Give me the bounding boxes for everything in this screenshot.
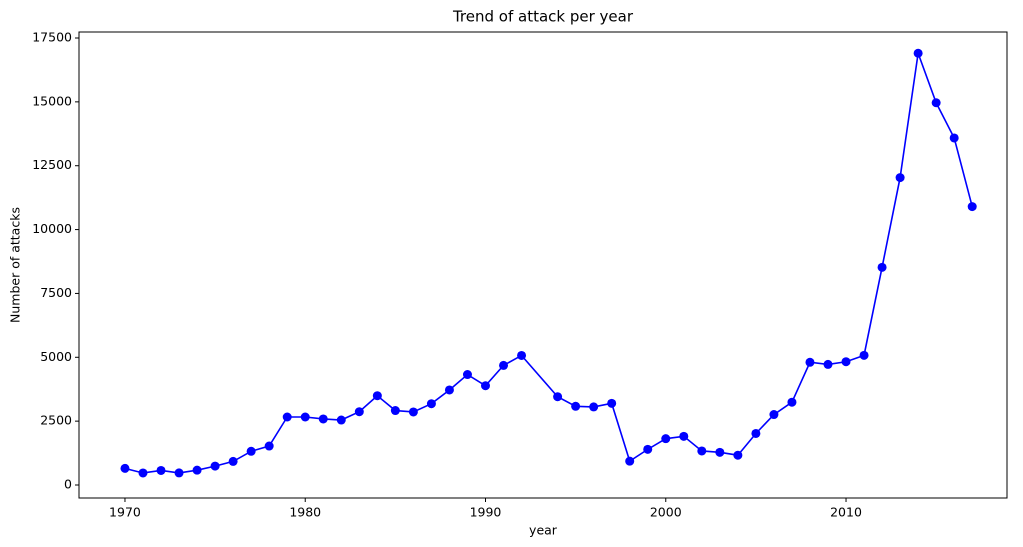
point [859,350,869,360]
axes-frame [78,31,1008,499]
point [408,407,418,417]
point [823,359,833,369]
x-tick-label: 2010 [830,505,862,520]
point [318,414,328,424]
point [462,370,472,380]
point [138,468,148,478]
point [174,468,184,478]
y-tick-label: 12500 [32,157,72,172]
point [643,444,653,454]
point [336,415,346,425]
point [967,202,977,212]
y-axis-label: Number of attacks [8,207,23,323]
y-tick-label: 2500 [40,413,72,428]
point [444,385,454,395]
point [426,399,436,409]
line [124,52,973,474]
point [120,463,130,473]
y-tick-label: 5000 [40,349,72,364]
point [354,407,364,417]
point [679,431,689,441]
point [246,446,256,456]
point [607,398,617,408]
point [931,98,941,108]
point [264,441,274,451]
x-tick-label: 1970 [109,505,141,520]
point [517,350,527,360]
point [733,450,743,460]
point [156,465,166,475]
y-tick-label: 15000 [32,93,72,108]
point [787,397,797,407]
point [390,406,400,416]
point [841,357,851,367]
x-tick-label: 1990 [470,505,502,520]
x-tick-label: 2000 [650,505,682,520]
point [895,173,905,183]
point [571,401,581,411]
point [877,262,887,272]
point [805,357,815,367]
x-axis-label: year [529,523,558,538]
point [769,410,779,420]
y-tick-label: 17500 [32,30,72,45]
point [553,392,563,402]
point [697,446,707,456]
point [282,412,292,422]
y-tick-label: 10000 [32,221,72,236]
point [192,465,202,475]
point [661,434,671,444]
point [913,48,923,58]
point [499,360,509,370]
point [949,133,959,143]
x-tick-label: 1980 [289,505,321,520]
point [372,391,382,401]
point [210,461,220,471]
point [480,381,490,391]
chart-title: Trend of attack per year [452,8,634,26]
point [589,402,599,412]
y-tick-label: 7500 [40,285,72,300]
point [715,447,725,457]
point [228,456,238,466]
point [751,428,761,438]
point [300,412,310,422]
y-tick-label: 0 [64,476,72,491]
point [625,456,635,466]
